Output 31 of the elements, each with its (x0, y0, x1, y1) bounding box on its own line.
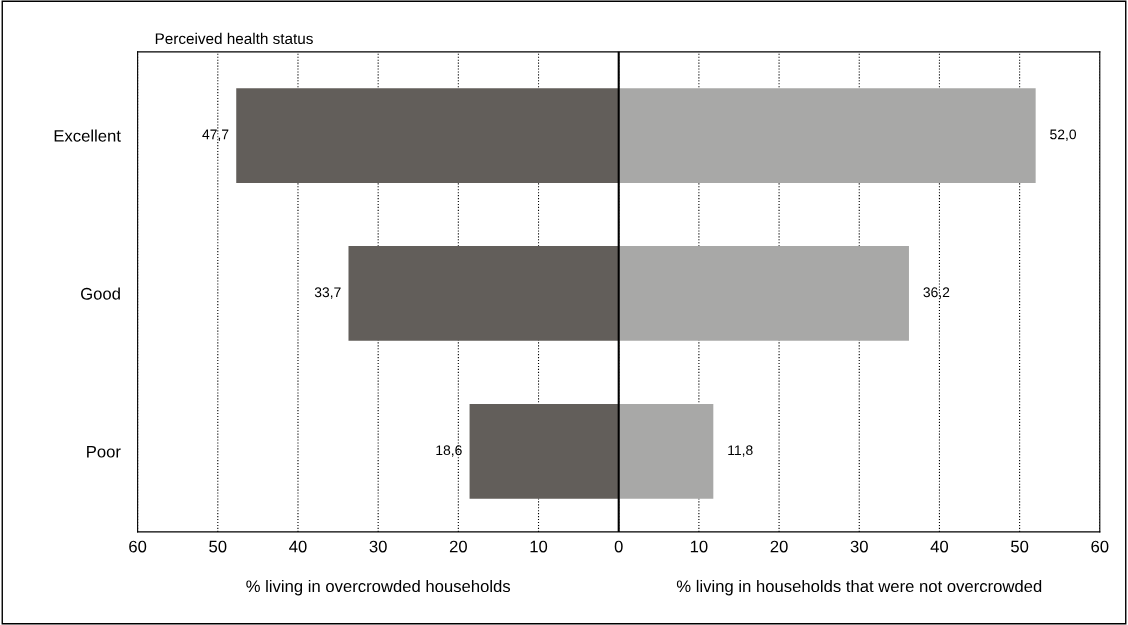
x-tick-label: 50 (209, 540, 227, 553)
x-tick-label: 10 (530, 540, 548, 553)
x-tick-label: 40 (289, 540, 307, 553)
x-tick-label: 60 (1091, 540, 1109, 553)
data-label: 33,7 (314, 287, 341, 299)
y-tick-label: Poor (87, 445, 121, 458)
x-tick-label: 10 (690, 540, 708, 553)
bar (618, 246, 909, 341)
bar (469, 403, 619, 499)
bar (618, 88, 1036, 183)
bar (236, 88, 619, 183)
text: % living in overcrowded households (246, 579, 511, 596)
bar (618, 403, 714, 499)
x-tick-label: 30 (850, 540, 868, 553)
x-tick-label: 60 (129, 540, 147, 553)
data-label: 11,8 (728, 445, 753, 457)
x-tick-label: 40 (930, 540, 949, 553)
y-axis-title: Perceived health status (155, 32, 313, 45)
bar (348, 246, 619, 341)
text: % living in households that were not overcrowded (676, 579, 1042, 596)
x-tick-label: 30 (369, 540, 387, 553)
x-tick-label: 0 (614, 540, 623, 553)
x-tick-label: 20 (449, 540, 467, 553)
data-label: 47,7 (202, 129, 229, 141)
data-label: 52,0 (1050, 129, 1077, 141)
y-tick-label: Good (81, 287, 120, 300)
x-tick-label: 20 (770, 540, 788, 553)
data-label: 36,2 (923, 287, 950, 299)
x-tick-label: 50 (1011, 540, 1029, 553)
y-tick-label: Excellent (54, 129, 121, 142)
data-label: 18,6 (436, 445, 462, 457)
